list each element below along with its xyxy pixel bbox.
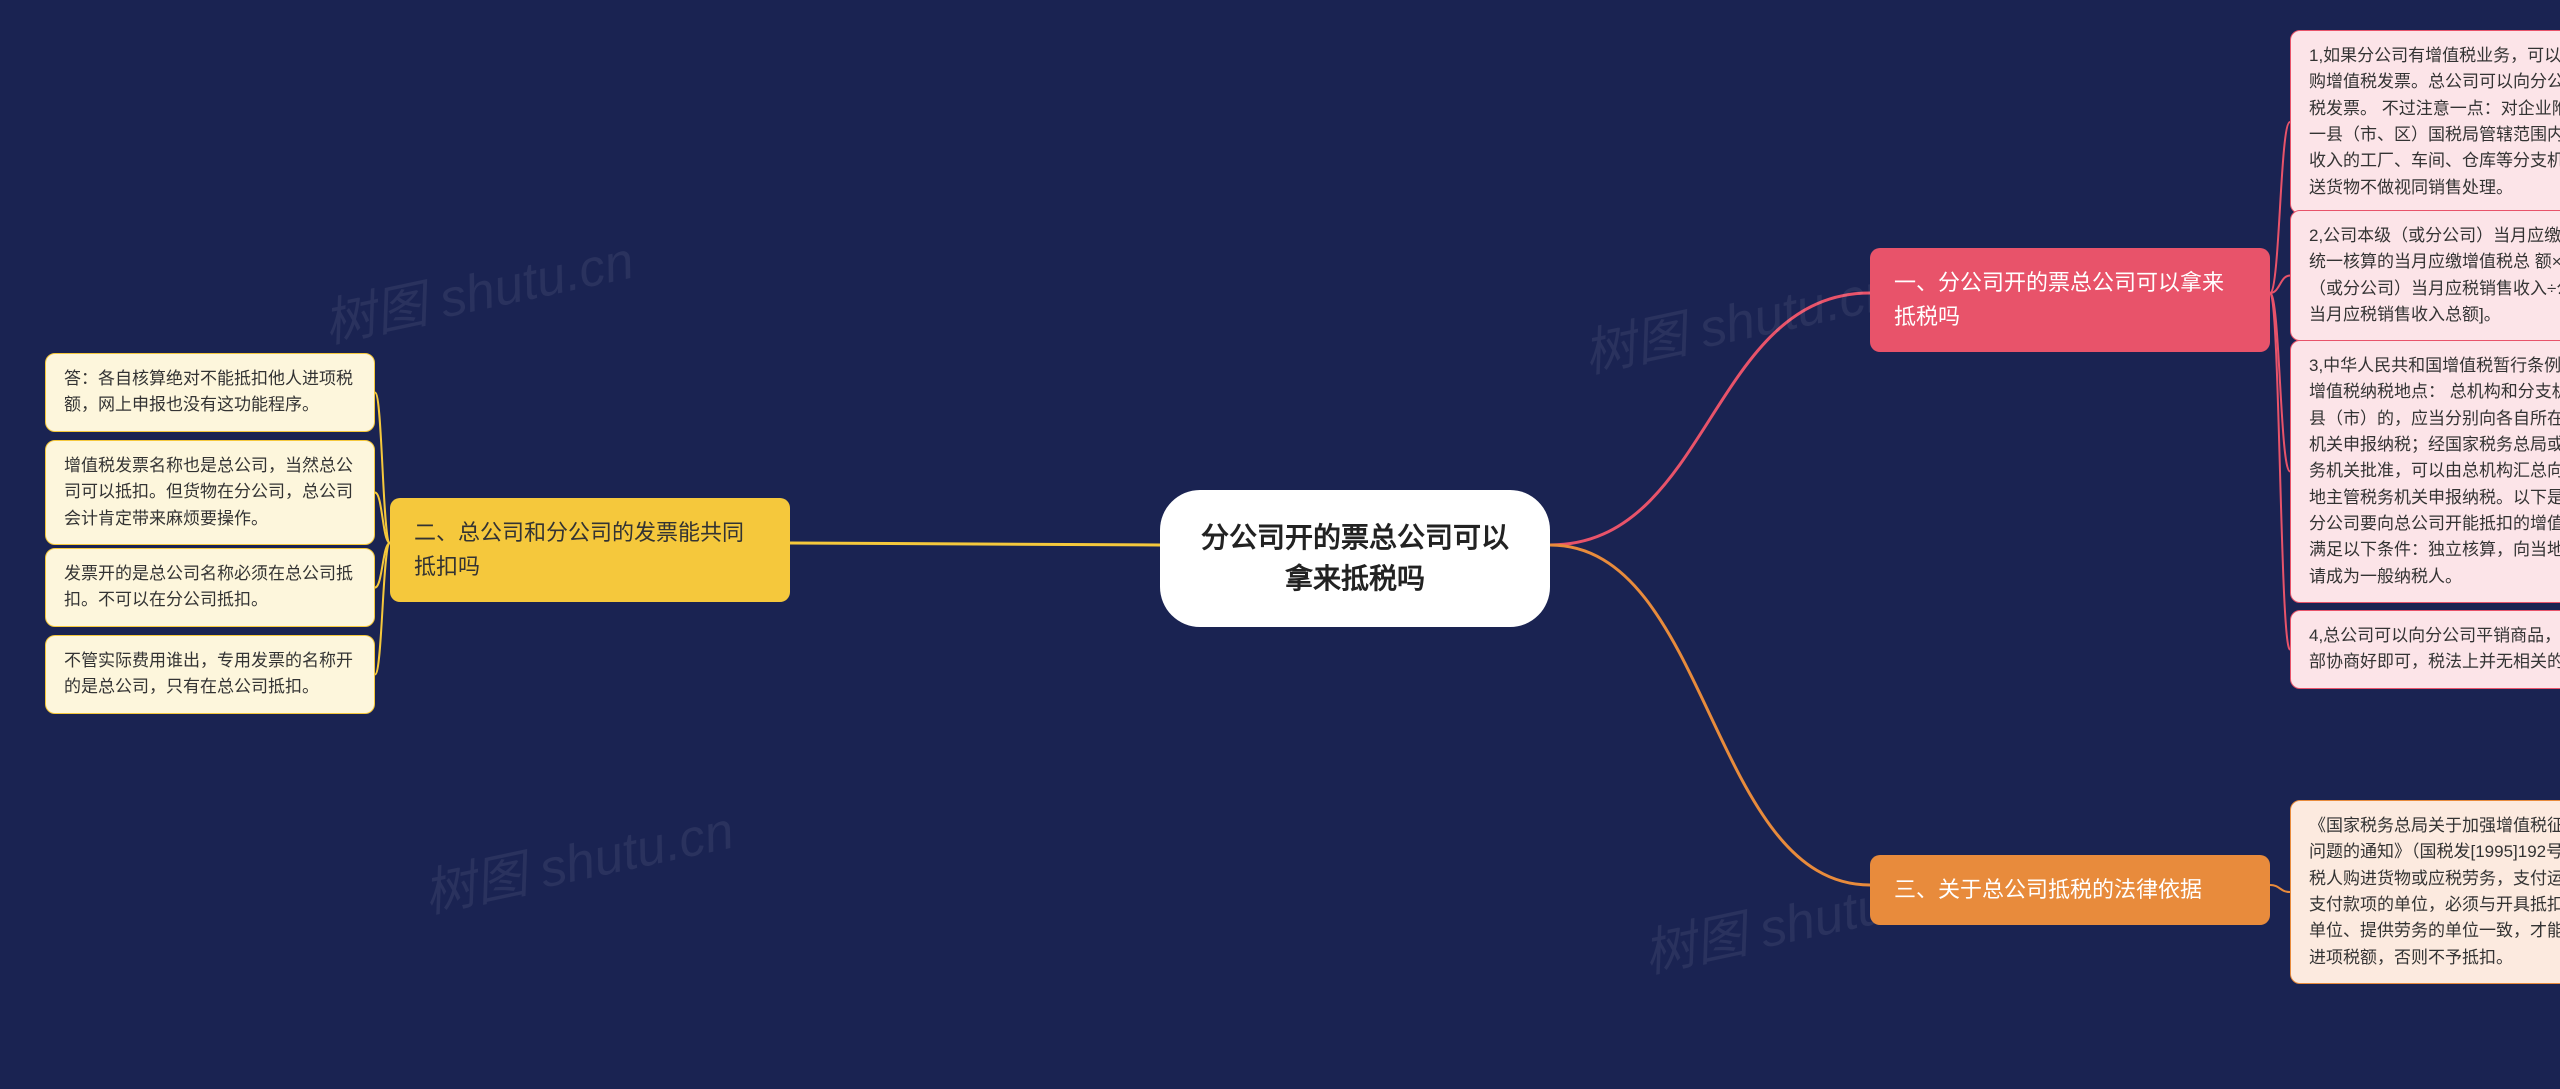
branch-node-b3: 三、关于总公司抵税的法律依据 — [1870, 855, 2270, 925]
watermark: 树图 shutu.cn — [316, 218, 640, 357]
leaf-node: 1,如果分公司有增值税业务，可以向税务局领购增值税发票。总公司可以向分公司开具增… — [2290, 30, 2560, 214]
watermark: 树图 shutu.cn — [416, 788, 740, 927]
leaf-node: 不管实际费用谁出，专用发票的名称开的是总公司，只有在总公司抵扣。 — [45, 635, 375, 714]
leaf-node: 答：各自核算绝对不能抵扣他人进项税额，网上申报也没有这功能程序。 — [45, 353, 375, 432]
center-node: 分公司开的票总公司可以拿来抵税吗 — [1160, 490, 1550, 627]
leaf-node: 《国家税务总局关于加强增值税征收管理若干问题的通知》（国税发[1995]192号… — [2290, 800, 2560, 984]
leaf-node: 增值税发票名称也是总公司，当然总公司可以抵扣。但货物在分公司，总公司会计肯定带来… — [45, 440, 375, 545]
watermark: 树图 shutu.cn — [1576, 248, 1900, 387]
leaf-node: 2,公司本级（或分公司）当月应缴增值税=公司统一核算的当月应缴增值税总 额×[公… — [2290, 210, 2560, 341]
leaf-node: 4,总公司可以向分公司平销商品，只要两者内部协商好即可，税法上并无相关的硬性规定… — [2290, 610, 2560, 689]
leaf-node: 3,中华人民共和国增值税暂行条例第二十二条 增值税纳税地点： 总机构和分支机构不… — [2290, 340, 2560, 603]
leaf-node: 发票开的是总公司名称必须在总公司抵扣。不可以在分公司抵扣。 — [45, 548, 375, 627]
branch-node-b2: 二、总公司和分公司的发票能共同抵扣吗 — [390, 498, 790, 602]
branch-node-b1: 一、分公司开的票总公司可以拿来抵税吗 — [1870, 248, 2270, 352]
